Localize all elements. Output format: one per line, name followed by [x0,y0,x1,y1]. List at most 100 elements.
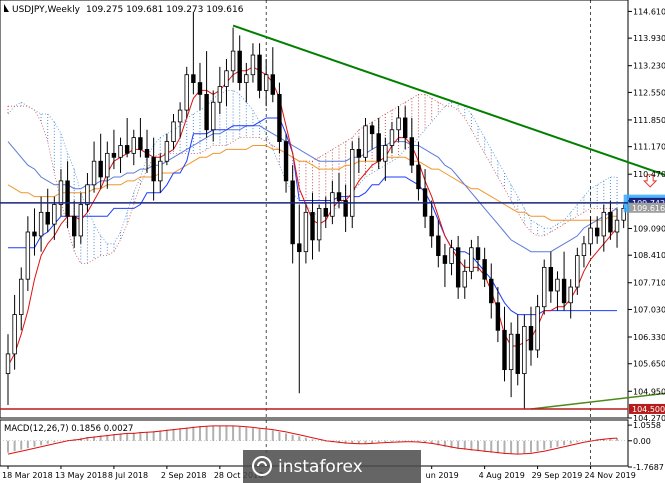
candle-body [336,192,342,201]
candle-body [237,50,242,83]
candle-body [224,70,229,87]
candle-body [91,160,97,186]
candle-body [204,93,209,131]
candle-body [515,333,520,374]
macd-tick-label: 0.00 [633,437,651,446]
price-tick-label: 113.930 [633,34,665,43]
candle-body [575,255,580,288]
trendline [530,392,665,410]
candle-body [350,149,355,217]
candle-body [376,133,381,162]
candle-body [98,160,103,178]
candle-body [230,50,236,72]
candle-body [257,54,262,91]
time-tick-label: 2 Sep 2018 [161,471,207,480]
candle-body [396,117,401,131]
chart-header: USDJPY,Weekly 109.275 109.681 109.273 10… [4,4,244,15]
price-tick-label: 106.330 [633,333,665,342]
candle-body [416,164,421,190]
price-tick-label: 112.550 [633,88,665,97]
candle-body [38,211,44,237]
macd-tick-label: 1.0558 [633,421,661,430]
candle-body [363,125,368,158]
collapse-triangle-icon[interactable] [4,4,9,12]
price-axis: 114.610 113.930 113.230 112.550 111.850 111.1… [628,7,665,472]
candle-body [475,247,481,260]
candle-body [25,231,31,280]
time-tick-label: 4 Aug 2019 [479,471,525,480]
candle-body [522,325,527,374]
candle-body [52,204,57,225]
main-plot-frame [0,0,629,419]
time-tick-label: 28 Oct 2018 [214,471,263,480]
price-tick-label: 108.410 [633,251,665,260]
time-tick-label: 29 Sep 2019 [532,471,583,480]
down-arrow-icon [642,174,658,188]
candle-body [330,192,335,217]
candle-body [58,180,64,205]
candle-body [263,74,269,91]
candle-body [85,184,90,205]
candle-body [535,306,540,351]
candle-body [138,137,143,150]
candle-body [614,219,620,233]
candle-body [469,247,474,272]
candle-body [158,160,163,182]
trendline [232,24,665,176]
candle-body [601,211,606,237]
candle-body [561,278,567,304]
price-tick-label: 105.650 [633,360,665,369]
instaforex-logo-icon [252,456,272,476]
price-tick-label: 114.610 [633,7,665,16]
candle-body [369,125,375,135]
candle-body [310,211,315,241]
candle-body [244,74,249,83]
candle-body [124,145,130,154]
candle-body [270,74,275,95]
price-tick-label: 104.270 [633,414,665,423]
price-tick-label: 107.710 [633,279,665,288]
symbol-timeframe: USDJPY,Weekly [12,5,81,15]
candle-body [462,270,467,288]
candle-body [436,235,441,256]
candle-body [323,208,328,217]
time-tick-label: 18 Mar 2018 [2,471,53,480]
price-box [629,403,665,414]
candle-body [111,152,117,158]
candle-body [177,109,183,123]
macd-title: MACD(12,26,7) 0.1856 0.0027 [4,424,133,434]
macd-tick-label: -1.7687 [633,463,664,472]
candle-body [409,137,415,166]
candle-body [211,101,216,131]
time-tick-label: 13 May 2018 [55,471,107,480]
macd-signal-line [7,425,618,455]
price-tick-label: 113.230 [633,62,665,71]
cloud-span-b [8,94,617,264]
candle-body [528,325,534,351]
candle-body [542,266,547,308]
candle-body [283,141,289,182]
candle-body [151,156,156,182]
candle-body [548,266,554,292]
candle-body [19,278,24,315]
price-tick-label: 110.470 [633,170,665,179]
candle-body [297,243,302,253]
candle-body [277,93,282,142]
candle-body [343,200,348,217]
candle-body [144,149,150,158]
ma-orange-line [7,145,617,221]
macd-indicator [0,425,628,455]
candle-body [5,353,11,374]
candle-body [45,211,50,225]
time-tick-label: un 2019 [426,471,459,480]
candle-body [442,255,448,264]
candle-body [118,145,123,158]
candle-body [581,243,587,256]
price-tick-label: 111.170 [633,143,665,152]
candle-body [489,278,494,304]
candle-body [482,259,487,280]
candle-body [250,54,256,76]
price-tick-label: 107.030 [633,305,665,314]
time-tick-label: 8 Jul 2018 [108,471,148,480]
